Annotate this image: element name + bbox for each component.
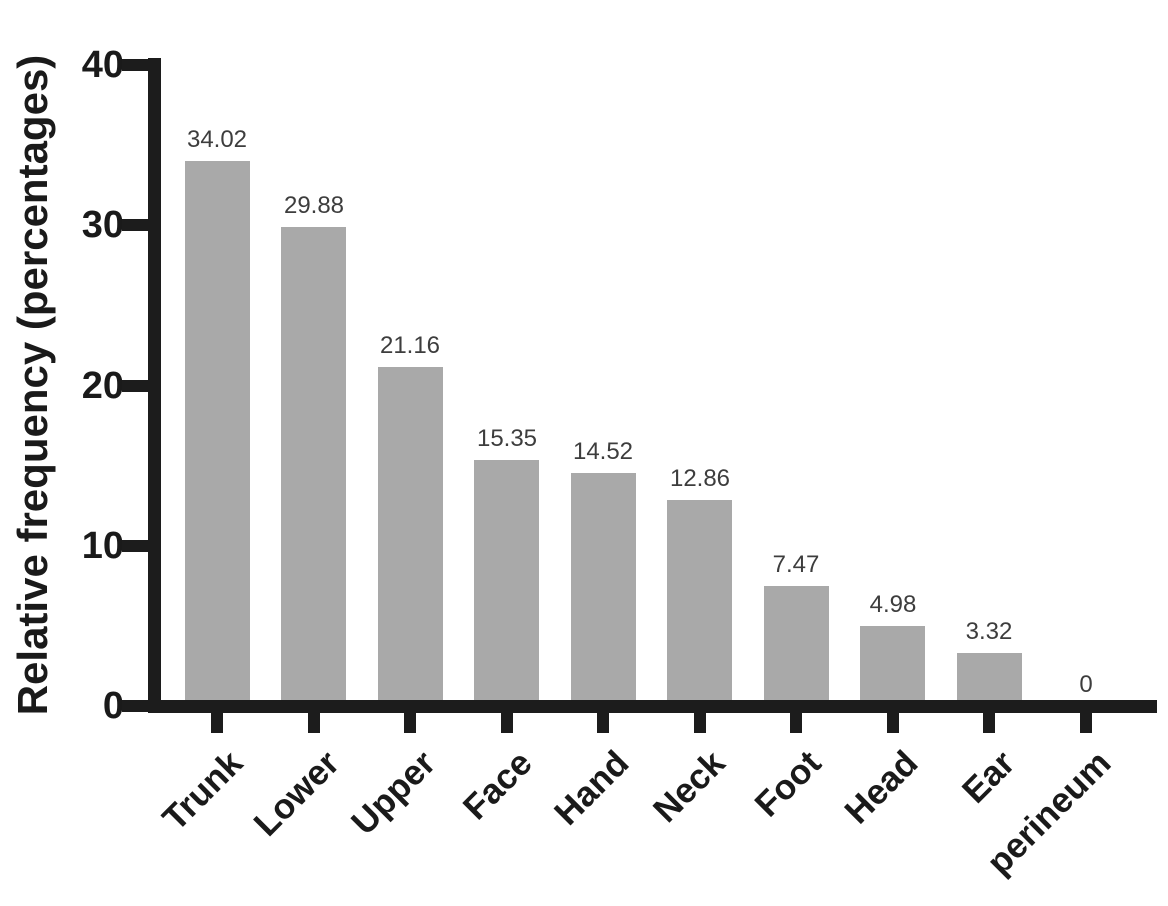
x-tick	[790, 713, 802, 733]
y-tick-label: 40	[81, 44, 124, 86]
x-category-label: Lower	[246, 743, 347, 844]
bar-value-label: 3.32	[965, 618, 1013, 645]
bar-value-label: 15.35	[476, 425, 538, 452]
bar	[860, 626, 925, 700]
y-tick	[122, 59, 150, 71]
x-tick	[1080, 713, 1092, 733]
y-tick	[122, 219, 150, 231]
bar	[185, 161, 250, 700]
x-category-label: Neck	[646, 743, 733, 831]
bar-value-label: 14.52	[572, 438, 634, 465]
bar-value-label: 29.88	[283, 192, 345, 219]
bar-value-label: 21.16	[379, 332, 441, 359]
x-tick	[983, 713, 995, 733]
x-category-label: Foot	[747, 743, 829, 825]
bar-value-label: 4.98	[869, 591, 917, 618]
bar-value-label: 34.02	[186, 126, 248, 153]
bar	[667, 500, 732, 700]
y-tick	[122, 700, 150, 712]
x-tick	[404, 713, 416, 733]
x-category-label: Upper	[343, 743, 443, 843]
x-tick	[501, 713, 513, 733]
x-category-label: Ear	[954, 743, 1022, 811]
bar-value-label: 0	[1079, 671, 1093, 698]
x-tick	[597, 713, 609, 733]
x-axis-line	[148, 700, 1157, 713]
x-category-label: Head	[837, 743, 926, 832]
bar	[764, 586, 829, 700]
x-category-label: Hand	[546, 743, 636, 833]
y-tick-label: 10	[81, 525, 124, 567]
bar	[378, 367, 443, 700]
bar	[571, 473, 636, 700]
bar-value-label: 7.47	[772, 551, 820, 578]
x-category-label: Face	[455, 743, 540, 828]
y-tick	[122, 540, 150, 552]
x-tick	[694, 713, 706, 733]
y-tick-label: 0	[102, 685, 124, 727]
bar-value-label: 12.86	[669, 465, 731, 492]
x-tick	[211, 713, 223, 733]
bar	[474, 460, 539, 700]
y-tick-label: 30	[81, 204, 124, 246]
x-category-label: Trunk	[154, 743, 250, 839]
y-axis-line	[148, 58, 161, 713]
y-tick-label: 20	[81, 365, 124, 407]
x-tick	[887, 713, 899, 733]
bar	[281, 227, 346, 700]
x-tick	[308, 713, 320, 733]
y-tick	[122, 380, 150, 392]
bar	[957, 653, 1022, 700]
